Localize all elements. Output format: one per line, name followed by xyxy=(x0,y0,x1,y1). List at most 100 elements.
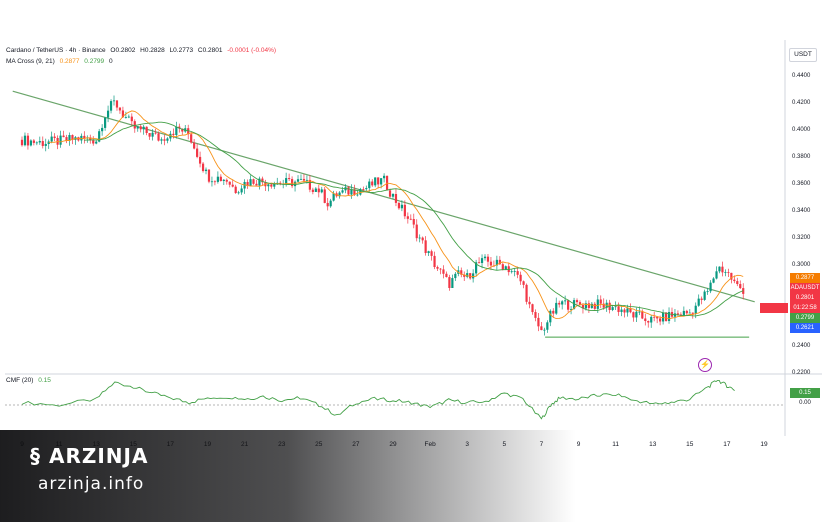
last-price-tag: 0.2801 xyxy=(790,293,820,303)
candle-body xyxy=(629,308,632,313)
candle-body xyxy=(121,110,125,118)
candle-body xyxy=(495,259,498,266)
candle-body xyxy=(127,116,130,118)
candle-body xyxy=(602,303,605,308)
candle-body xyxy=(365,188,368,190)
candle-body xyxy=(647,321,650,323)
candle-body xyxy=(255,183,258,186)
candle-body xyxy=(187,128,190,135)
candle-body xyxy=(356,194,359,196)
candle-body xyxy=(531,304,534,313)
candle-body xyxy=(581,304,585,309)
candle-body xyxy=(326,202,329,207)
candle-body xyxy=(489,261,493,266)
candle-body xyxy=(362,189,365,190)
countdown-tag: 01:22:58 xyxy=(790,303,820,313)
candles-layer xyxy=(20,95,745,336)
y-tick-label: 0.4400 xyxy=(792,73,811,79)
candle-body xyxy=(549,310,552,323)
cmf-layer xyxy=(5,379,785,420)
close-value: C0.2801 xyxy=(197,47,223,54)
support-price-tag: 0.2621 xyxy=(790,323,820,333)
candle-body xyxy=(136,126,139,129)
candle-body xyxy=(528,301,531,305)
candle-body xyxy=(219,176,222,181)
candle-body xyxy=(439,268,442,270)
candle-body xyxy=(561,301,564,305)
candle-body xyxy=(163,139,166,141)
candle-body xyxy=(29,140,33,146)
candle-body xyxy=(38,141,41,143)
candle-body xyxy=(59,135,62,145)
candle-body xyxy=(427,251,430,253)
candle-body xyxy=(231,184,234,187)
candle-body xyxy=(590,303,593,308)
candle-body xyxy=(267,184,270,187)
candle-body xyxy=(98,131,101,142)
candle-body xyxy=(347,187,350,195)
candle-body xyxy=(540,326,543,331)
candle-body xyxy=(222,179,225,181)
candle-body xyxy=(525,284,528,302)
candle-body xyxy=(237,192,240,194)
currency-button[interactable]: USDT xyxy=(789,48,817,62)
candle-body xyxy=(706,291,709,293)
candle-body xyxy=(721,266,724,273)
candle-body xyxy=(368,181,371,189)
candle-body xyxy=(555,302,558,314)
candle-body xyxy=(466,273,469,277)
y-tick-label: 0.3600 xyxy=(792,181,811,187)
candle-body xyxy=(201,163,205,172)
candle-body xyxy=(71,135,74,140)
alert-icon[interactable]: ⚡ xyxy=(698,358,712,372)
ma-slow-line xyxy=(84,121,744,317)
candle-body xyxy=(193,142,196,149)
low-value: L0.2773 xyxy=(169,47,194,54)
candle-body xyxy=(198,156,202,164)
candle-body xyxy=(460,270,463,275)
candle-body xyxy=(644,318,647,322)
candle-body xyxy=(578,302,582,305)
candle-body xyxy=(475,262,478,274)
candle-body xyxy=(552,310,555,314)
candle-body xyxy=(516,271,519,275)
candle-body xyxy=(661,312,665,322)
candle-body xyxy=(204,169,208,172)
ma-fast-line xyxy=(48,110,744,320)
candle-body xyxy=(308,179,311,190)
candle-body xyxy=(157,133,160,141)
candle-body xyxy=(424,240,427,253)
candle-body xyxy=(653,316,656,318)
ma-name: MA Cross (9, 21) xyxy=(6,58,55,65)
candle-body xyxy=(575,300,579,303)
candle-body xyxy=(68,135,71,141)
candle-body xyxy=(166,138,169,141)
candle-body xyxy=(394,194,398,203)
candle-body xyxy=(546,322,549,330)
candle-body xyxy=(430,251,433,256)
axes-layer: 0.4400 0.4200 0.4000 0.3800 0.3600 0.3400 0.32… xyxy=(20,73,811,448)
candle-body xyxy=(463,274,466,277)
y-tick-label: 0.3000 xyxy=(792,262,811,268)
candle-body xyxy=(682,310,685,317)
candle-body xyxy=(400,204,404,209)
candle-body xyxy=(77,137,80,141)
candle-body xyxy=(614,306,617,308)
candle-body xyxy=(409,218,412,220)
cmf-value: 0.15 xyxy=(38,377,51,384)
candle-body xyxy=(659,318,662,322)
candle-body xyxy=(480,258,484,264)
candle-body xyxy=(617,306,620,313)
candle-body xyxy=(216,176,219,182)
candle-body xyxy=(323,189,326,203)
candle-body xyxy=(584,303,588,309)
candle-body xyxy=(65,137,68,141)
change-value: -0.0001 (-0.04%) xyxy=(227,47,277,54)
moving-averages-layer xyxy=(48,110,744,320)
trendline-layer xyxy=(12,90,755,338)
candle-body xyxy=(377,177,380,185)
y-tick-label: 0.3800 xyxy=(792,154,811,160)
candle-body xyxy=(733,279,736,282)
candle-body xyxy=(697,298,700,306)
candle-body xyxy=(638,311,641,313)
